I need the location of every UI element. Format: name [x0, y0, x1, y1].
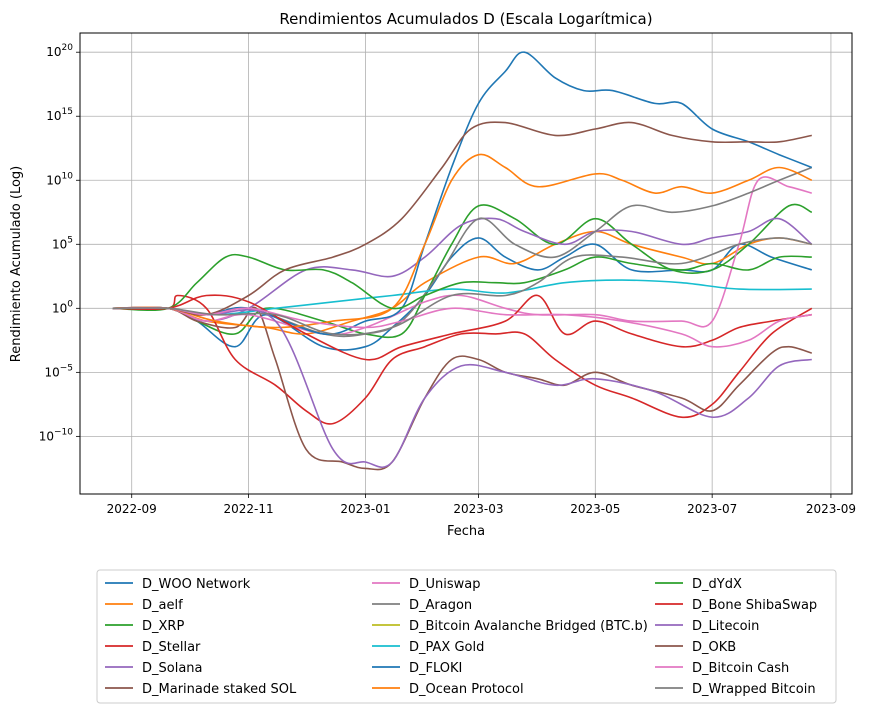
x-tick-label: 2022-09 [107, 502, 157, 516]
series-line [112, 121, 812, 316]
y-tick-label: 1015 [46, 107, 73, 123]
y-tick-base: 10 [39, 429, 54, 443]
legend-label: D_Litecoin [692, 619, 759, 634]
y-tick-base: 10 [52, 301, 67, 315]
y-tick-label: 10−10 [39, 427, 74, 443]
series-line [112, 294, 812, 361]
legend-label: D_FLOKI [409, 661, 462, 676]
y-tick-label: 1010 [46, 171, 73, 187]
legend-label: D_PAX Gold [409, 640, 484, 655]
grid [80, 33, 852, 494]
y-tick-exponent: 0 [67, 299, 73, 309]
series-line [112, 279, 812, 316]
series-line [112, 307, 812, 348]
x-tick-label: 2023-09 [806, 502, 856, 516]
series-line [112, 51, 813, 335]
legend-label: D_Bitcoin Cash [692, 661, 789, 676]
y-axis-label: Rendimiento Acumulado (Log) [9, 166, 24, 362]
y-tick-label: 10−5 [44, 363, 73, 379]
y-tick-exponent: 15 [62, 107, 73, 117]
y-tick-base: 10 [46, 109, 61, 123]
series-layer [112, 51, 813, 471]
series-line [112, 306, 813, 471]
series-line [112, 237, 812, 336]
y-tick-exponent: −5 [60, 363, 73, 373]
y-tick-exponent: 10 [62, 171, 74, 181]
y-tick-label: 1020 [46, 43, 73, 59]
y-tick-exponent: 5 [67, 235, 73, 245]
legend-label: D_dYdX [692, 577, 742, 592]
x-tick-label: 2023-05 [570, 502, 620, 516]
legend-label: D_Wrapped Bitcoin [692, 682, 816, 697]
series-line [112, 153, 813, 329]
legend-label: D_Marinade staked SOL [142, 682, 297, 697]
legend-label: D_Solana [142, 661, 203, 676]
legend-label: D_OKB [692, 640, 736, 655]
y-tick-base: 10 [46, 45, 61, 59]
legend-label: D_Bone ShibaSwap [692, 598, 817, 613]
y-tick-base: 10 [44, 365, 59, 379]
legend-label: D_Uniswap [409, 577, 481, 592]
x-axis: 2022-09 2022-11 2023-01 2023-03 2023-05 2023-… [107, 494, 856, 516]
series-line [112, 217, 813, 322]
series-line [112, 203, 813, 339]
y-tick-exponent: −10 [54, 427, 73, 437]
series-line [112, 176, 813, 336]
legend: D_WOO Network D_aelf D_XRP D_Stellar D_Solan… [96, 569, 837, 704]
legend-label: D_Bitcoin Avalanche Bridged (BTC.b) [409, 619, 648, 634]
y-tick-base: 10 [46, 173, 61, 187]
legend-label: D_WOO Network [142, 577, 251, 592]
legend-label: D_aelf [142, 598, 183, 613]
plot-frame [79, 32, 853, 495]
x-tick-label: 2023-07 [687, 502, 737, 516]
series-line [112, 253, 812, 311]
legend-label: D_XRP [142, 619, 184, 634]
x-tick-label: 2023-01 [340, 502, 390, 516]
legend-box [96, 569, 837, 704]
y-tick-exponent: 20 [62, 43, 74, 53]
y-tick-label: 100 [52, 299, 73, 315]
series-line [112, 307, 812, 469]
legend-label: D_Stellar [142, 640, 201, 655]
y-tick-base: 10 [52, 237, 67, 251]
x-tick-label: 2023-03 [453, 502, 503, 516]
x-tick-label: 2022-11 [224, 502, 274, 516]
y-tick-label: 105 [52, 235, 73, 251]
chart-title: Rendimientos Acumulados D (Escala Logarí… [279, 10, 652, 28]
x-axis-label: Fecha [447, 524, 485, 539]
legend-label: D_Ocean Protocol [409, 682, 524, 697]
legend-label: D_Aragon [409, 598, 472, 613]
